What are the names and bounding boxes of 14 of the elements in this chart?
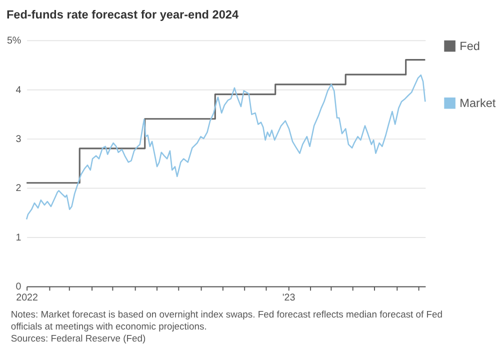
x-tick-label: 2022 [16, 292, 38, 304]
text: Notes: Market forecast is based on overnight index swaps. Fed forecast reflects median forecast of Fed officials at meetings with economic projections. [10, 310, 443, 333]
x-tick-label: '23 [282, 292, 296, 304]
y-tick-label: 3 [16, 134, 22, 146]
line-series [26, 74, 426, 220]
source-note: Sources: Federal Reserve (Fed) [10, 333, 146, 344]
y-tick-label: 4 [16, 84, 22, 96]
y-tick-label: 2 [16, 183, 22, 194]
legend-label: Market [460, 96, 496, 110]
y-tick-label: 5% [6, 36, 22, 47]
y-tick-label: 0 [16, 282, 22, 293]
legend-label: Fed [460, 38, 480, 53]
y-tick-label: 1 [16, 232, 22, 244]
chart-title: Fed-funds rate forecast for year-end 2024 [6, 7, 239, 22]
